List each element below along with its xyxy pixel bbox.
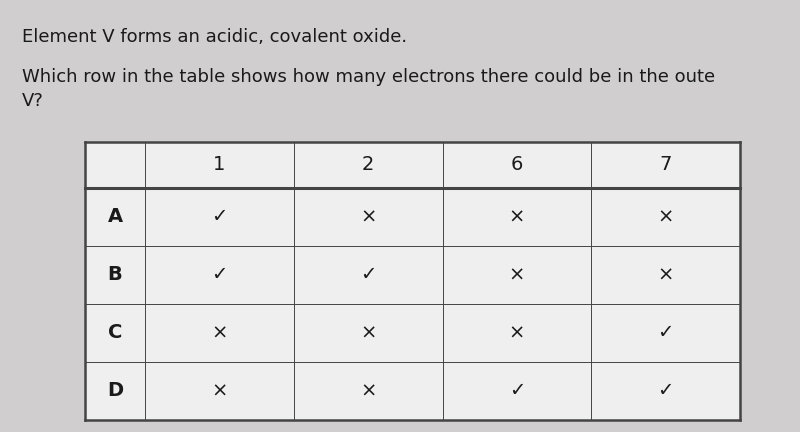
Text: ×: × xyxy=(360,324,376,343)
Text: ✓: ✓ xyxy=(211,207,227,226)
Text: ✓: ✓ xyxy=(360,266,376,285)
Text: ×: × xyxy=(658,266,674,285)
Text: ×: × xyxy=(509,266,525,285)
Text: ×: × xyxy=(509,207,525,226)
Text: 2: 2 xyxy=(362,156,374,175)
Text: ✓: ✓ xyxy=(658,381,674,400)
Text: A: A xyxy=(107,207,122,226)
Text: Element V forms an acidic, covalent oxide.: Element V forms an acidic, covalent oxid… xyxy=(22,28,407,46)
Text: D: D xyxy=(107,381,123,400)
Text: V?: V? xyxy=(22,92,44,110)
Text: ✓: ✓ xyxy=(211,266,227,285)
Text: ×: × xyxy=(509,324,525,343)
Bar xyxy=(85,142,740,420)
Text: 1: 1 xyxy=(213,156,226,175)
Text: ×: × xyxy=(360,207,376,226)
Text: 7: 7 xyxy=(659,156,672,175)
Text: ×: × xyxy=(360,381,376,400)
Text: 6: 6 xyxy=(510,156,523,175)
Text: ✓: ✓ xyxy=(509,381,525,400)
Text: ×: × xyxy=(211,381,227,400)
Text: C: C xyxy=(108,324,122,343)
Text: ×: × xyxy=(211,324,227,343)
Text: Which row in the table shows how many electrons there could be in the oute: Which row in the table shows how many el… xyxy=(22,68,715,86)
Text: ×: × xyxy=(658,207,674,226)
Text: ✓: ✓ xyxy=(658,324,674,343)
Text: B: B xyxy=(108,266,122,285)
